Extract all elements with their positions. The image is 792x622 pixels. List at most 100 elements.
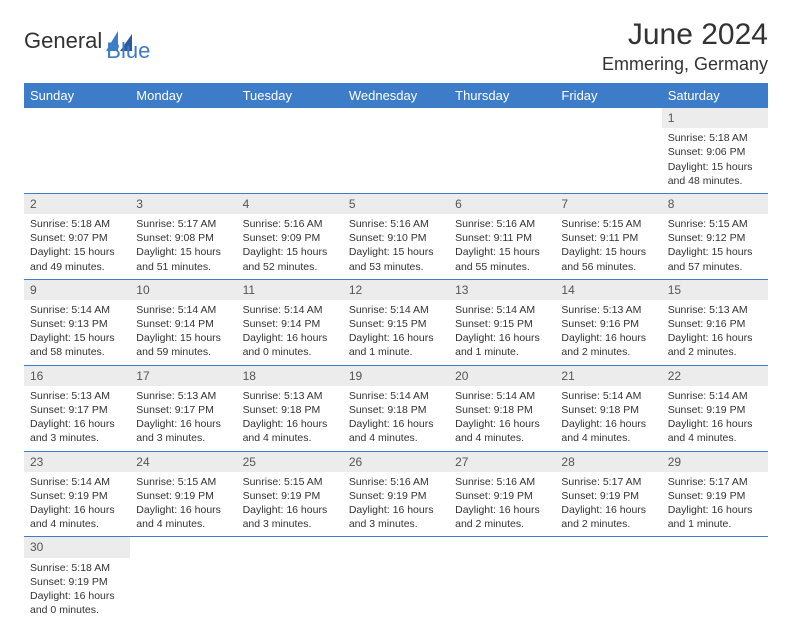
- info-row: Sunrise: 5:18 AMSunset: 9:19 PMDaylight:…: [24, 558, 768, 622]
- day-number: [555, 537, 661, 558]
- day-info: Sunrise: 5:14 AMSunset: 9:13 PMDaylight:…: [24, 300, 130, 365]
- day-number: 22: [662, 365, 768, 386]
- day-number: 12: [343, 279, 449, 300]
- day-info: Sunrise: 5:14 AMSunset: 9:18 PMDaylight:…: [449, 386, 555, 451]
- day-info: Sunrise: 5:15 AMSunset: 9:11 PMDaylight:…: [555, 214, 661, 279]
- weekday-header: Monday: [130, 83, 236, 108]
- info-row: Sunrise: 5:18 AMSunset: 9:06 PMDaylight:…: [24, 128, 768, 193]
- daynum-row: 1: [24, 108, 768, 128]
- day-number: [343, 108, 449, 128]
- day-info: Sunrise: 5:14 AMSunset: 9:18 PMDaylight:…: [343, 386, 449, 451]
- day-number: [130, 537, 236, 558]
- day-info: Sunrise: 5:13 AMSunset: 9:16 PMDaylight:…: [662, 300, 768, 365]
- day-number: 10: [130, 279, 236, 300]
- day-info: [555, 128, 661, 193]
- weekday-header: Tuesday: [237, 83, 343, 108]
- calendar-table: Sunday Monday Tuesday Wednesday Thursday…: [24, 83, 768, 622]
- day-info: [343, 558, 449, 622]
- day-number: 18: [237, 365, 343, 386]
- info-row: Sunrise: 5:14 AMSunset: 9:19 PMDaylight:…: [24, 472, 768, 537]
- day-info: [237, 128, 343, 193]
- day-info: [662, 558, 768, 622]
- day-info: Sunrise: 5:17 AMSunset: 9:08 PMDaylight:…: [130, 214, 236, 279]
- day-info: [130, 558, 236, 622]
- day-info: Sunrise: 5:13 AMSunset: 9:17 PMDaylight:…: [130, 386, 236, 451]
- day-number: [24, 108, 130, 128]
- day-number: 3: [130, 193, 236, 214]
- day-number: [130, 108, 236, 128]
- day-number: 17: [130, 365, 236, 386]
- day-info: Sunrise: 5:13 AMSunset: 9:17 PMDaylight:…: [24, 386, 130, 451]
- daynum-row: 30: [24, 537, 768, 558]
- day-number: 2: [24, 193, 130, 214]
- day-info: Sunrise: 5:15 AMSunset: 9:19 PMDaylight:…: [237, 472, 343, 537]
- day-number: 14: [555, 279, 661, 300]
- title-block: June 2024 Emmering, Germany: [602, 18, 768, 75]
- day-number: 23: [24, 451, 130, 472]
- day-info: [449, 128, 555, 193]
- day-number: 25: [237, 451, 343, 472]
- info-row: Sunrise: 5:18 AMSunset: 9:07 PMDaylight:…: [24, 214, 768, 279]
- day-number: [449, 537, 555, 558]
- day-info: Sunrise: 5:17 AMSunset: 9:19 PMDaylight:…: [662, 472, 768, 537]
- day-info: Sunrise: 5:17 AMSunset: 9:19 PMDaylight:…: [555, 472, 661, 537]
- calendar-page: General Blue June 2024 Emmering, Germany…: [0, 0, 792, 612]
- day-info: Sunrise: 5:16 AMSunset: 9:09 PMDaylight:…: [237, 214, 343, 279]
- day-number: 26: [343, 451, 449, 472]
- day-info: Sunrise: 5:18 AMSunset: 9:19 PMDaylight:…: [24, 558, 130, 622]
- weekday-header: Friday: [555, 83, 661, 108]
- day-info: Sunrise: 5:15 AMSunset: 9:12 PMDaylight:…: [662, 214, 768, 279]
- day-info: Sunrise: 5:16 AMSunset: 9:19 PMDaylight:…: [343, 472, 449, 537]
- info-row: Sunrise: 5:13 AMSunset: 9:17 PMDaylight:…: [24, 386, 768, 451]
- weekday-header: Wednesday: [343, 83, 449, 108]
- day-number: [555, 108, 661, 128]
- day-number: 28: [555, 451, 661, 472]
- day-number: 8: [662, 193, 768, 214]
- day-info: [555, 558, 661, 622]
- day-info: Sunrise: 5:16 AMSunset: 9:11 PMDaylight:…: [449, 214, 555, 279]
- day-number: 27: [449, 451, 555, 472]
- brand-name-b: Blue: [106, 38, 150, 63]
- day-number: 7: [555, 193, 661, 214]
- day-info: Sunrise: 5:18 AMSunset: 9:07 PMDaylight:…: [24, 214, 130, 279]
- brand-logo: General Blue: [24, 18, 150, 64]
- day-number: [662, 537, 768, 558]
- day-info: Sunrise: 5:14 AMSunset: 9:14 PMDaylight:…: [237, 300, 343, 365]
- day-number: [237, 537, 343, 558]
- day-number: 15: [662, 279, 768, 300]
- day-number: 1: [662, 108, 768, 128]
- day-number: 24: [130, 451, 236, 472]
- day-number: 9: [24, 279, 130, 300]
- day-info: Sunrise: 5:14 AMSunset: 9:14 PMDaylight:…: [130, 300, 236, 365]
- day-number: [343, 537, 449, 558]
- day-info: Sunrise: 5:13 AMSunset: 9:18 PMDaylight:…: [237, 386, 343, 451]
- month-title: June 2024: [602, 18, 768, 52]
- day-number: 13: [449, 279, 555, 300]
- day-number: 5: [343, 193, 449, 214]
- location-label: Emmering, Germany: [602, 54, 768, 75]
- day-number: [237, 108, 343, 128]
- daynum-row: 23242526272829: [24, 451, 768, 472]
- day-info: Sunrise: 5:13 AMSunset: 9:16 PMDaylight:…: [555, 300, 661, 365]
- day-info: [343, 128, 449, 193]
- day-number: 4: [237, 193, 343, 214]
- day-info: Sunrise: 5:14 AMSunset: 9:18 PMDaylight:…: [555, 386, 661, 451]
- day-number: 16: [24, 365, 130, 386]
- daynum-row: 2345678: [24, 193, 768, 214]
- day-number: 30: [24, 537, 130, 558]
- day-info: Sunrise: 5:14 AMSunset: 9:15 PMDaylight:…: [343, 300, 449, 365]
- daynum-row: 9101112131415: [24, 279, 768, 300]
- weekday-header: Thursday: [449, 83, 555, 108]
- page-header: General Blue June 2024 Emmering, Germany: [24, 18, 768, 75]
- day-info: [449, 558, 555, 622]
- day-info: Sunrise: 5:14 AMSunset: 9:19 PMDaylight:…: [662, 386, 768, 451]
- info-row: Sunrise: 5:14 AMSunset: 9:13 PMDaylight:…: [24, 300, 768, 365]
- daynum-row: 16171819202122: [24, 365, 768, 386]
- day-number: 19: [343, 365, 449, 386]
- day-info: Sunrise: 5:15 AMSunset: 9:19 PMDaylight:…: [130, 472, 236, 537]
- day-info: Sunrise: 5:16 AMSunset: 9:10 PMDaylight:…: [343, 214, 449, 279]
- day-info: Sunrise: 5:18 AMSunset: 9:06 PMDaylight:…: [662, 128, 768, 193]
- day-number: 29: [662, 451, 768, 472]
- weekday-header: Sunday: [24, 83, 130, 108]
- brand-name-a: General: [24, 28, 102, 54]
